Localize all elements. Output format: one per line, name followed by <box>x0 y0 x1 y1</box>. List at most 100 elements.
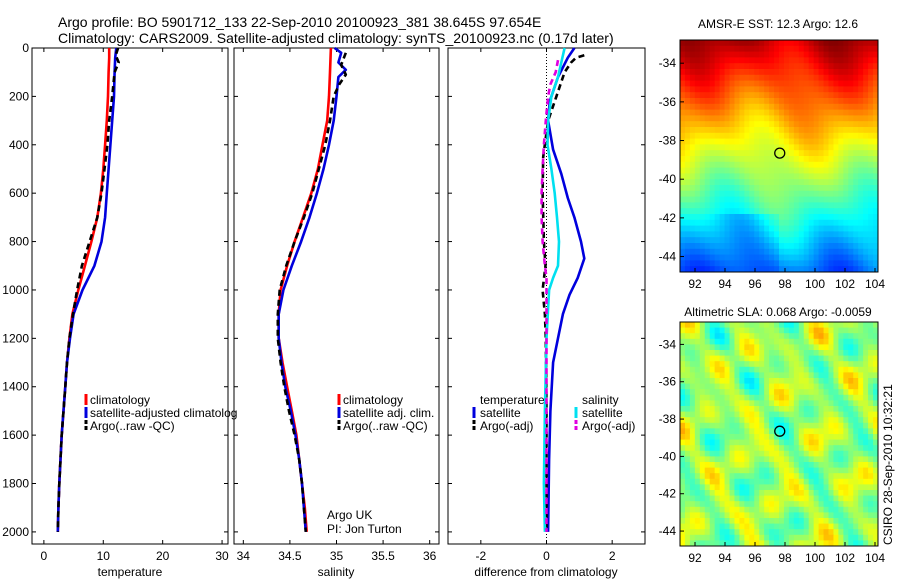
map-cell <box>813 74 820 82</box>
map-cell <box>729 372 736 379</box>
map-cell <box>754 132 760 140</box>
map-cell <box>793 63 800 70</box>
map-cell <box>729 173 736 180</box>
map-cell <box>823 243 830 250</box>
map-cell <box>684 434 691 441</box>
map-cell <box>848 450 854 457</box>
map-cell <box>689 173 696 180</box>
map-cell <box>719 333 726 340</box>
map-cell <box>813 132 820 140</box>
map-cell <box>808 173 815 180</box>
map-cell <box>793 378 800 385</box>
map-cell <box>680 518 686 525</box>
map-cell <box>704 439 711 446</box>
map-cell <box>853 260 859 267</box>
map-cell <box>868 45 874 53</box>
map-cell <box>838 132 844 140</box>
map-cell <box>863 523 869 530</box>
map-cell <box>709 478 716 485</box>
map-cell <box>813 237 820 244</box>
map-cell <box>749 506 755 513</box>
map-cell <box>848 173 854 180</box>
map-cell <box>769 121 775 128</box>
depth-tick-label: 600 <box>9 186 29 200</box>
map-cell <box>689 344 696 351</box>
map-cell <box>793 237 800 244</box>
map-cell <box>694 179 701 186</box>
map-cell <box>734 185 740 192</box>
map-cell <box>774 231 780 238</box>
map-cell <box>798 167 805 174</box>
map-cell <box>788 361 795 368</box>
map-cell <box>793 355 800 362</box>
map-cell <box>858 434 864 441</box>
map-cell <box>709 350 716 357</box>
map-cell <box>779 266 785 272</box>
map-cell <box>788 333 795 340</box>
map-cell <box>764 161 770 169</box>
map-cell <box>788 173 795 180</box>
map-cell <box>744 150 750 157</box>
map-cell <box>823 450 830 457</box>
map-cell <box>783 512 790 519</box>
map-cell <box>788 237 795 244</box>
map-cell <box>828 51 835 58</box>
map-cell <box>739 80 745 87</box>
map-cell <box>858 501 864 508</box>
map-cell <box>774 394 780 401</box>
map-cell <box>680 156 686 163</box>
map-cell <box>704 208 711 215</box>
map-cell <box>843 450 849 457</box>
map-cell <box>704 495 711 502</box>
map-cell <box>689 98 696 105</box>
map-cell <box>734 495 740 502</box>
map-cell <box>734 127 740 134</box>
map-cell <box>843 237 849 244</box>
map-cell <box>744 121 750 128</box>
map-cell <box>719 439 726 446</box>
map-cell <box>783 45 790 53</box>
map-cell <box>868 529 874 536</box>
map-cell <box>729 225 736 232</box>
map-cell <box>714 518 721 525</box>
map-cell <box>783 156 790 163</box>
map-cell <box>843 156 849 163</box>
map-cell <box>793 540 800 546</box>
map-cell <box>764 121 770 128</box>
map-cell <box>873 434 878 441</box>
map-cell <box>793 406 800 413</box>
map-cell <box>729 322 736 329</box>
map-cell <box>709 529 716 536</box>
map-cell <box>744 156 750 163</box>
map-cell <box>744 338 750 345</box>
map-cell <box>873 40 878 47</box>
map-cell <box>788 69 795 76</box>
map-cell <box>739 422 745 429</box>
map-cell <box>719 115 726 122</box>
map-cell <box>848 473 854 480</box>
map-cell <box>853 138 859 145</box>
map-cell <box>853 518 859 525</box>
map-cell <box>843 512 849 519</box>
map-cell <box>719 109 726 116</box>
map-cell <box>699 389 706 396</box>
map-cell <box>709 523 716 530</box>
map-cell <box>774 512 780 519</box>
map-cell <box>764 333 770 340</box>
map-cell <box>873 127 878 134</box>
map-cell <box>853 456 859 463</box>
map-xtick-label: 96 <box>748 277 762 291</box>
map-cell <box>699 92 706 99</box>
map-cell <box>863 534 869 541</box>
map-cell <box>749 86 755 93</box>
map-cell <box>803 132 810 140</box>
map-cell <box>803 366 810 373</box>
map-cell <box>709 484 716 491</box>
map-cell <box>714 127 721 134</box>
map-cell <box>739 417 745 424</box>
map-cell <box>719 523 726 530</box>
map-cell <box>744 400 750 407</box>
map-cell <box>769 237 775 244</box>
map-cell <box>808 156 815 163</box>
map-cell <box>689 45 696 53</box>
